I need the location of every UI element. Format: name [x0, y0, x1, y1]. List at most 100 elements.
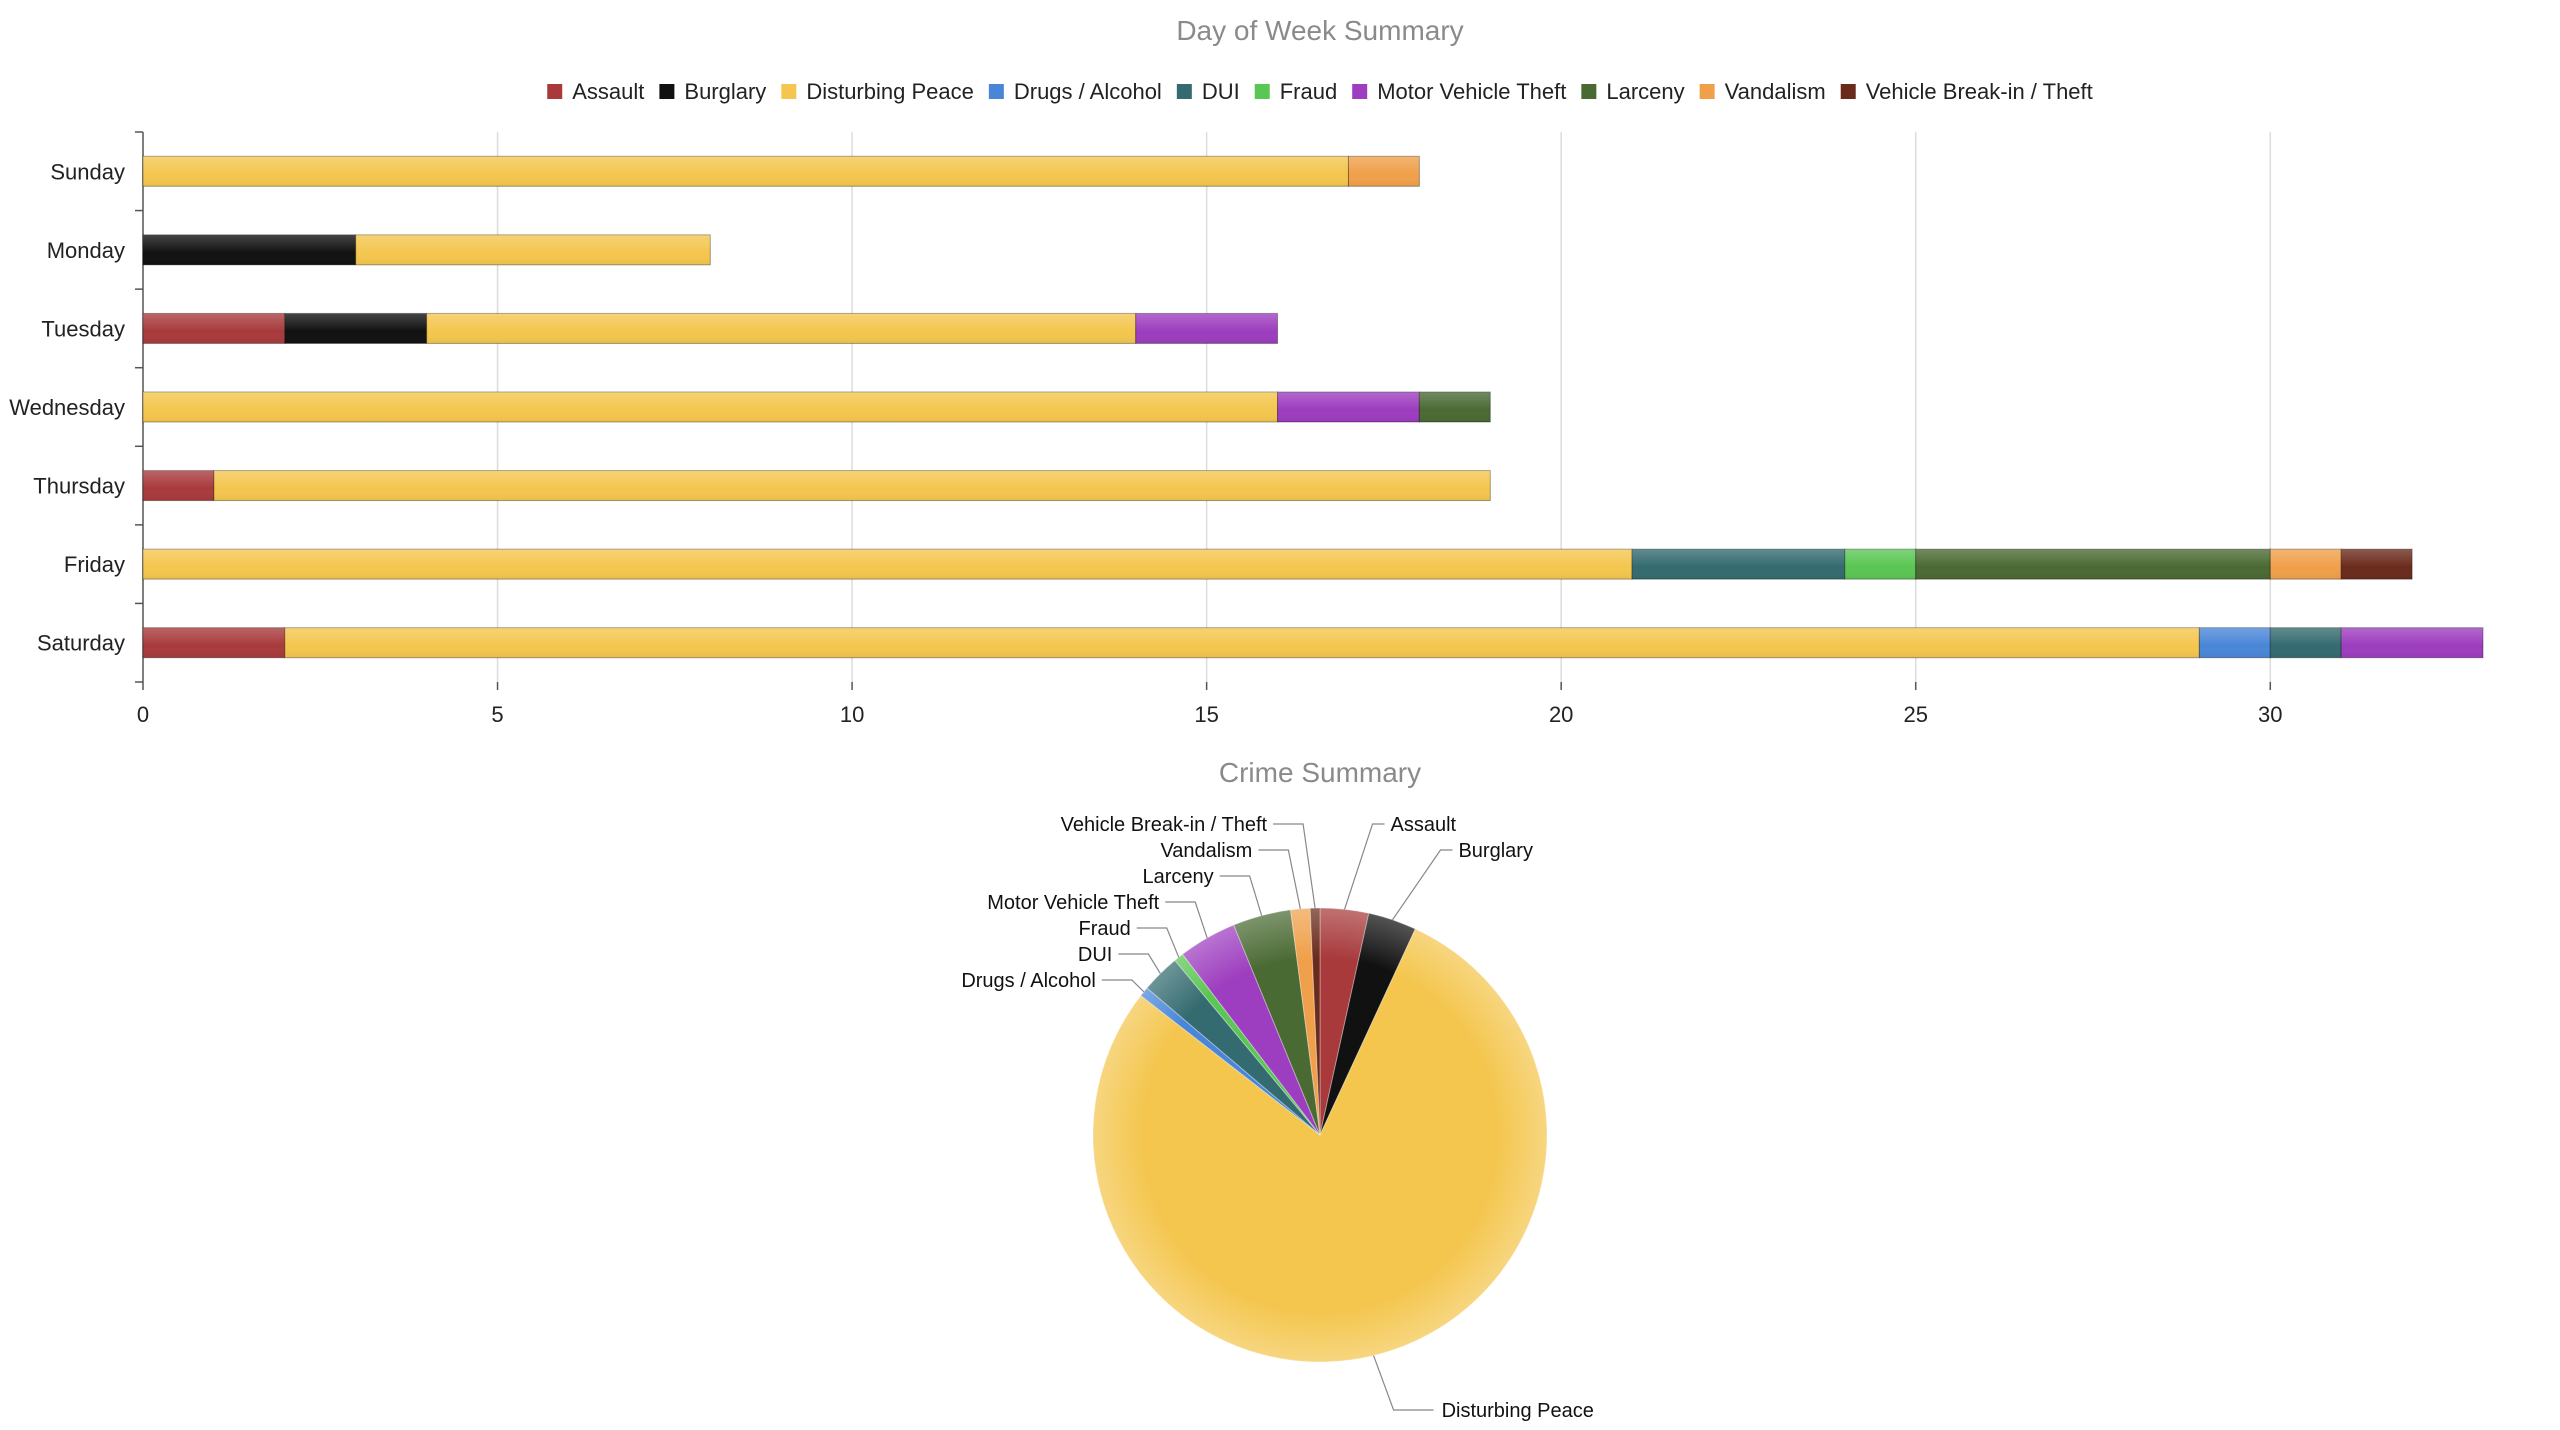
pie-label-burglary: Burglary [1391, 840, 1533, 921]
bar-segment-vandalism [2269, 548, 2342, 580]
bar-segment-burglary [142, 234, 357, 266]
pie-label-text: Drugs / Alcohol [961, 970, 1096, 992]
legend-item-larceny[interactable]: Larceny [1581, 79, 1685, 104]
pie-label-text: Fraud [1078, 918, 1130, 940]
x-tick-label: 15 [1194, 702, 1218, 727]
y-category-label: Tuesday [41, 316, 125, 341]
legend-item-burglary[interactable]: Burglary [659, 79, 766, 104]
legend-label: Motor Vehicle Theft [1377, 79, 1566, 104]
pie-leader-line [1118, 953, 1161, 974]
legend-swatch [988, 84, 1004, 99]
legend-swatch [1699, 84, 1715, 99]
pie-leader-line [1391, 849, 1453, 921]
bar-segment-disturbing-peace [213, 470, 1491, 502]
legend-item-disturbing-peace[interactable]: Disturbing Peace [781, 79, 974, 104]
legend-item-vandalism[interactable]: Vandalism [1699, 79, 1826, 104]
legend-label: Vandalism [1725, 79, 1826, 104]
y-category-label: Saturday [37, 631, 125, 656]
y-category-label: Wednesday [9, 395, 125, 420]
bar-segment-disturbing-peace [142, 155, 1349, 187]
x-tick-label: 25 [1903, 702, 1927, 727]
bar-segment-assault [142, 627, 286, 659]
legend-item-motor-vehicle-theft[interactable]: Motor Vehicle Theft [1352, 79, 1566, 104]
legend-label: Fraud [1280, 79, 1337, 104]
pie-label-motor-vehicle-theft: Motor Vehicle Theft [987, 892, 1208, 939]
pie-leader-line [1136, 927, 1180, 958]
bar-segment-drugs-alcohol [2198, 627, 2271, 659]
pie-label-larceny: Larceny [1142, 866, 1263, 916]
legend-label: Larceny [1606, 79, 1684, 104]
bar-segment-disturbing-peace [142, 391, 1279, 423]
bar-segment-burglary [284, 312, 428, 344]
bar-segment-fraud [1844, 548, 1917, 580]
bar-chart-axes: 0 5 10 15 20 25 30 Sunday Monday Tuesday Wednesday… [9, 131, 2283, 727]
legend-label: Drugs / Alcohol [1014, 79, 1162, 104]
legend-label: Assault [572, 79, 644, 104]
pie-label-text: Larceny [1142, 866, 1213, 888]
bar-segment-dui [1631, 548, 1846, 580]
legend-swatch [1352, 84, 1368, 99]
pie-label-vehicle-break-in-theft: Vehicle Break-in / Theft [1061, 814, 1316, 909]
pie-label-assault: Assault [1343, 814, 1457, 910]
pie-label-disturbing-peace: Disturbing Peace [1373, 1355, 1594, 1422]
pie-label-text: Assault [1391, 814, 1457, 836]
pie-label-text: Motor Vehicle Theft [987, 892, 1159, 914]
pie-label-drugs-alcohol: Drugs / Alcohol [961, 970, 1145, 993]
legend-item-dui[interactable]: DUI [1176, 79, 1240, 104]
pie-leader-line [1219, 875, 1263, 916]
legend-item-drugs-alcohol[interactable]: Drugs / Alcohol [988, 79, 1162, 104]
pie-label-text: Vandalism [1160, 840, 1252, 862]
bar-segment-larceny [1418, 391, 1491, 423]
legend-swatch [1176, 84, 1192, 99]
bar-segment-motor-vehicle-theft [2340, 627, 2484, 659]
y-category-label: Friday [64, 552, 125, 577]
pie-leader-line [1273, 823, 1316, 909]
pie-label-text: Vehicle Break-in / Theft [1061, 814, 1268, 836]
legend-label: Burglary [684, 79, 766, 104]
pie-label-vandalism: Vandalism [1160, 840, 1301, 909]
bar-segment-disturbing-peace [426, 312, 1137, 344]
legend-swatch [659, 84, 675, 99]
pie-leader-line [1258, 849, 1301, 909]
legend-item-assault[interactable]: Assault [547, 79, 644, 104]
bar-segment-dui [2269, 627, 2342, 659]
legend-label: Disturbing Peace [806, 79, 974, 104]
pie-label-fraud: Fraud [1078, 918, 1180, 958]
bar-segment-disturbing-peace [355, 234, 711, 266]
bar-segment-disturbing-peace [142, 548, 1633, 580]
legend-item-vehicle-break-in-theft[interactable]: Vehicle Break-in / Theft [1840, 79, 2093, 104]
pie-label-text: Disturbing Peace [1442, 1400, 1594, 1422]
bar-chart-legend: Assault Burglary Disturbing Peace Drugs / A… [547, 79, 2093, 104]
bar-segment-assault [142, 312, 286, 344]
bar-chart-bars [142, 155, 2484, 659]
pie-label-text: Burglary [1458, 840, 1532, 862]
pie-chart-title: Crime Summary [1219, 757, 1421, 788]
pie-leader-line [1343, 823, 1385, 910]
bar-segment-vehicle-break-in-theft [2340, 548, 2413, 580]
legend-item-fraud[interactable]: Fraud [1254, 79, 1337, 104]
pie-leader-line [1373, 1355, 1434, 1411]
pie-label-text: DUI [1078, 944, 1112, 966]
x-tick-label: 10 [840, 702, 864, 727]
bar-segment-motor-vehicle-theft [1277, 391, 1420, 423]
bar-chart-title: Day of Week Summary [1176, 15, 1463, 46]
pie-leader-line [1101, 979, 1145, 993]
y-category-label: Thursday [33, 474, 125, 499]
pie-chart [1092, 907, 1548, 1363]
x-tick-label: 0 [137, 702, 149, 727]
x-tick-label: 30 [2258, 702, 2282, 727]
legend-label: Vehicle Break-in / Theft [1866, 79, 2093, 104]
y-category-label: Monday [47, 238, 125, 263]
legend-swatch [1581, 84, 1597, 99]
bar-segment-larceny [1915, 548, 2271, 580]
legend-label: DUI [1202, 79, 1240, 104]
legend-swatch [1840, 84, 1856, 99]
x-tick-label: 20 [1549, 702, 1573, 727]
bar-segment-disturbing-peace [284, 627, 2200, 659]
x-tick-label: 5 [491, 702, 503, 727]
pie-leader-line [1165, 901, 1208, 939]
bar-segment-assault [142, 470, 215, 502]
